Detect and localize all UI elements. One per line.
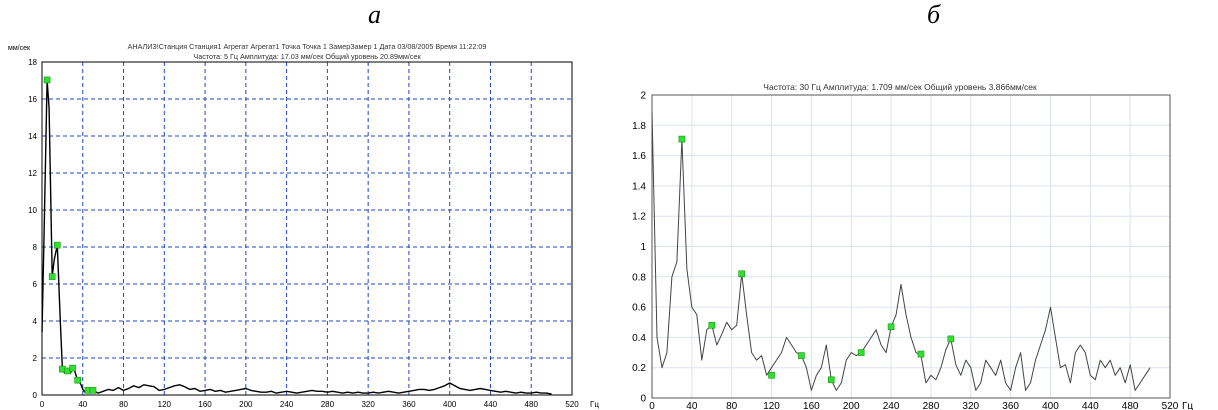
chart2-xtick-label: 440 bbox=[1082, 401, 1099, 410]
chart1-peak-marker bbox=[69, 364, 76, 372]
chart2-ytick-label: 2 bbox=[640, 91, 646, 102]
chart1-ytick-label: 14 bbox=[28, 132, 37, 141]
chart2-ytick-label: 1.8 bbox=[632, 121, 646, 132]
chart2-xtick-label: 360 bbox=[1002, 401, 1019, 410]
chart2-series-line bbox=[651, 111, 1151, 391]
chart2-peak-marker bbox=[828, 376, 835, 384]
chart2-ytick-label: 1.2 bbox=[632, 212, 646, 223]
chart2-xlabel: Гц bbox=[1182, 401, 1193, 410]
chart2-xtick-label: 80 bbox=[726, 401, 738, 410]
chart1-xtick-label: 120 bbox=[158, 400, 172, 409]
chart1-xtick-label: 320 bbox=[361, 400, 375, 409]
chart1-ytick-label: 4 bbox=[33, 317, 38, 326]
chart2-peak-marker bbox=[738, 270, 745, 278]
chart2-xtick-label: 0 bbox=[649, 401, 655, 410]
chart2-peak-marker bbox=[917, 350, 925, 358]
chart1-peak-marker bbox=[74, 376, 81, 384]
chart1-ytick-label: 16 bbox=[28, 95, 37, 104]
chart2-peak-marker bbox=[798, 352, 805, 359]
chart1-xtick-label: 0 bbox=[40, 400, 45, 409]
chart2-xtick-label: 200 bbox=[843, 401, 860, 410]
panel-label-b: б bbox=[927, 0, 941, 29]
chart1-ytick-label: 18 bbox=[28, 58, 37, 67]
chart1-xtick-label: 160 bbox=[198, 400, 212, 409]
chart2-xtick-label: 280 bbox=[923, 401, 940, 410]
chart2-xtick-label: 160 bbox=[803, 401, 820, 410]
chart1-peak-marker bbox=[89, 387, 97, 394]
chart1-ytick-label: 10 bbox=[28, 206, 37, 215]
chart1-ytick-label: 2 bbox=[33, 354, 38, 363]
chart1-title: АНАЛИЗ!Станция Станция1 Агрегат Агрегат1… bbox=[128, 42, 487, 51]
chart1-xtick-label: 40 bbox=[78, 400, 87, 409]
chart2-ytick-label: 0.8 bbox=[632, 272, 646, 283]
chart2-peak-marker bbox=[678, 135, 686, 143]
chart1-peak-marker bbox=[53, 241, 61, 249]
chart1-xtick-label: 440 bbox=[484, 400, 498, 409]
chart1-ytick-label: 8 bbox=[33, 243, 38, 252]
chart2-xtick-label: 40 bbox=[686, 401, 698, 410]
chart2-xtick-label: 400 bbox=[1042, 401, 1059, 410]
chart2-peak-marker bbox=[857, 349, 865, 356]
chart1-xtick-label: 80 bbox=[119, 400, 128, 409]
chart1-plot-area bbox=[42, 62, 572, 395]
chart1-xtick-label: 280 bbox=[321, 400, 335, 409]
chart1-xtick-label: 520 bbox=[565, 400, 579, 409]
chart2-ytick-label: 0.2 bbox=[632, 363, 646, 374]
chart2-xtick-label: 480 bbox=[1122, 401, 1139, 410]
chart2-xtick-label: 120 bbox=[763, 401, 780, 410]
chart1-ylabel: мм/сек bbox=[8, 45, 31, 52]
chart2-ytick-label: 1.6 bbox=[632, 151, 646, 162]
chart1-xtick-label: 480 bbox=[525, 400, 539, 409]
chart2-peak-marker bbox=[947, 335, 955, 343]
chart2-ytick-label: 0 bbox=[640, 394, 646, 405]
chart2-xtick-label: 240 bbox=[883, 401, 900, 410]
chart2-xtick-label: 520 bbox=[1162, 401, 1179, 410]
chart2-peak-marker bbox=[768, 371, 775, 379]
chart2-peak-marker bbox=[708, 321, 716, 329]
chart1-peak-marker bbox=[43, 76, 51, 84]
chart1-ytick-label: 12 bbox=[28, 169, 37, 178]
chart1-xtick-label: 360 bbox=[402, 400, 416, 409]
chart2-title: Частота: 30 Гц Амплитуда: 1.709 мм/сек О… bbox=[763, 82, 1037, 92]
chart2-ytick-label: 0.4 bbox=[632, 333, 646, 344]
chart2-ytick-label: 1 bbox=[640, 242, 646, 253]
chart2-ytick-label: 0.6 bbox=[632, 303, 646, 314]
chart2-xtick-label: 320 bbox=[962, 401, 979, 410]
chart1-xtick-label: 200 bbox=[239, 400, 253, 409]
chart1-frame bbox=[41, 61, 573, 396]
chart1-ytick-label: 0 bbox=[33, 391, 38, 400]
chart2-ytick-label: 1.4 bbox=[632, 181, 646, 192]
chart1-xlabel: Гц bbox=[590, 400, 599, 409]
chart1-xtick-label: 240 bbox=[280, 400, 294, 409]
chart2-peak-marker bbox=[887, 323, 895, 331]
chart1-xtick-label: 400 bbox=[443, 400, 457, 409]
chart1-peak-marker bbox=[48, 273, 56, 280]
chart1-ytick-label: 6 bbox=[33, 280, 38, 289]
chart1-subtitle: Частота: 5 Гц Амплитуда: 17.03 мм/сек Об… bbox=[193, 52, 421, 61]
panel-label-a: а bbox=[368, 0, 381, 29]
chart2-frame bbox=[651, 94, 1171, 399]
